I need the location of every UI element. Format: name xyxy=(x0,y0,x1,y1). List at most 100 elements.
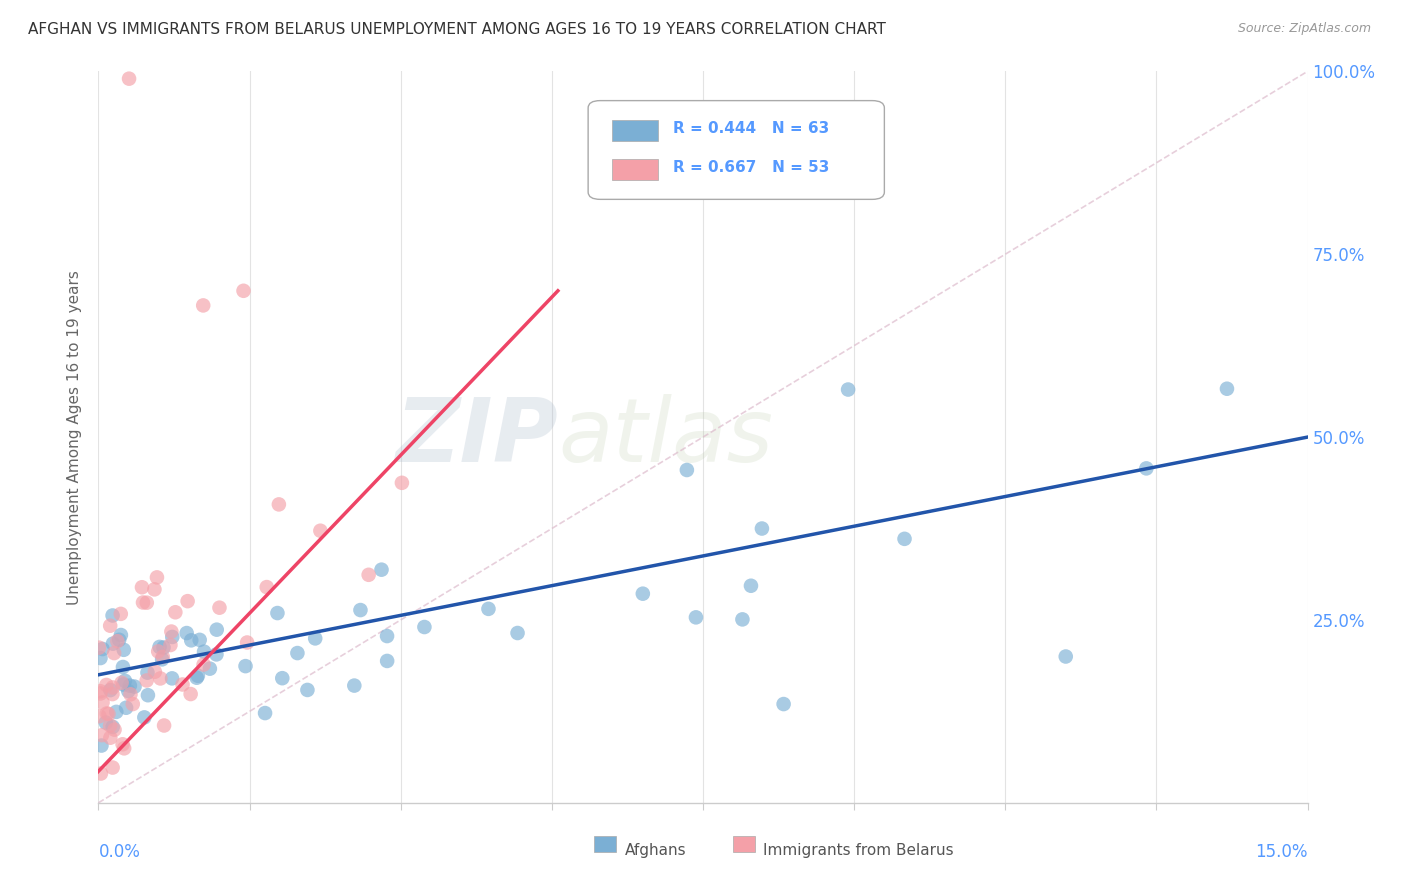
Point xyxy=(89,651,111,665)
Point xyxy=(110,607,132,621)
Point xyxy=(131,580,153,594)
Point xyxy=(236,635,259,649)
Point xyxy=(685,610,707,624)
Point xyxy=(110,675,132,690)
Point xyxy=(370,563,392,577)
Point xyxy=(132,595,155,609)
Point xyxy=(188,632,211,647)
Point xyxy=(96,678,118,692)
Point xyxy=(165,605,187,619)
Point xyxy=(120,687,142,701)
Text: R = 0.667   N = 53: R = 0.667 N = 53 xyxy=(672,161,830,176)
Point xyxy=(731,612,754,626)
Point xyxy=(136,665,159,680)
Point xyxy=(309,524,332,538)
Text: atlas: atlas xyxy=(558,394,773,480)
Point xyxy=(97,706,120,721)
Point xyxy=(103,646,125,660)
Text: R = 0.444   N = 63: R = 0.444 N = 63 xyxy=(672,121,830,136)
Point xyxy=(266,606,288,620)
Point xyxy=(148,640,170,654)
Point xyxy=(152,640,174,655)
Point xyxy=(1216,382,1239,396)
Text: Source: ZipAtlas.com: Source: ZipAtlas.com xyxy=(1237,22,1371,36)
Point xyxy=(101,687,124,701)
Point xyxy=(111,737,134,751)
Point xyxy=(159,638,181,652)
Text: 0.0%: 0.0% xyxy=(98,843,141,861)
Point xyxy=(121,697,143,711)
Point xyxy=(115,700,138,714)
Point xyxy=(135,673,157,688)
Point xyxy=(143,665,166,679)
Point xyxy=(477,602,499,616)
Point xyxy=(90,739,112,753)
Point xyxy=(349,603,371,617)
Point xyxy=(118,679,141,693)
Point xyxy=(153,718,176,732)
Point xyxy=(676,463,699,477)
Point xyxy=(136,688,159,702)
Point xyxy=(205,623,228,637)
Point xyxy=(150,652,173,666)
Point xyxy=(124,680,146,694)
Point xyxy=(103,723,125,737)
Point xyxy=(105,634,128,648)
Point xyxy=(297,682,319,697)
Point xyxy=(114,673,136,688)
Point xyxy=(343,679,366,693)
Point xyxy=(112,677,135,691)
Point xyxy=(160,624,183,639)
Point xyxy=(180,687,202,701)
Point xyxy=(90,766,112,780)
Point xyxy=(101,608,124,623)
Point xyxy=(101,637,124,651)
Point xyxy=(198,662,221,676)
Point xyxy=(631,587,654,601)
Point xyxy=(232,284,254,298)
Point xyxy=(751,522,773,536)
Point xyxy=(413,620,436,634)
Point xyxy=(90,728,112,742)
Point xyxy=(837,383,859,397)
Point xyxy=(187,669,209,683)
FancyBboxPatch shape xyxy=(595,836,616,852)
Point xyxy=(375,654,398,668)
Point xyxy=(740,579,762,593)
Point xyxy=(89,709,111,723)
Point xyxy=(176,626,198,640)
Point xyxy=(186,671,208,685)
Point xyxy=(148,644,170,658)
Point xyxy=(101,760,124,774)
Point xyxy=(205,648,228,662)
Point xyxy=(87,640,110,655)
Point xyxy=(193,298,215,312)
Point xyxy=(375,629,398,643)
Point xyxy=(108,632,131,647)
FancyBboxPatch shape xyxy=(613,120,658,141)
Point xyxy=(89,684,111,698)
Text: Afghans: Afghans xyxy=(624,843,686,858)
Point xyxy=(287,646,309,660)
FancyBboxPatch shape xyxy=(588,101,884,200)
Point xyxy=(772,697,794,711)
Point xyxy=(91,695,114,709)
Point xyxy=(98,718,121,732)
Point xyxy=(98,731,121,745)
FancyBboxPatch shape xyxy=(613,159,658,179)
Point xyxy=(96,706,118,721)
Point xyxy=(101,681,124,695)
Text: AFGHAN VS IMMIGRANTS FROM BELARUS UNEMPLOYMENT AMONG AGES 16 TO 19 YEARS CORRELA: AFGHAN VS IMMIGRANTS FROM BELARUS UNEMPL… xyxy=(28,22,886,37)
Point xyxy=(267,497,290,511)
Point xyxy=(149,672,172,686)
Point xyxy=(160,671,183,685)
Point xyxy=(506,626,529,640)
Point xyxy=(172,677,194,691)
Point xyxy=(94,715,117,730)
Point xyxy=(152,649,174,664)
Point xyxy=(1135,461,1157,475)
Y-axis label: Unemployment Among Ages 16 to 19 years: Unemployment Among Ages 16 to 19 years xyxy=(66,269,82,605)
Point xyxy=(110,628,132,642)
Point xyxy=(118,71,141,86)
Text: Immigrants from Belarus: Immigrants from Belarus xyxy=(763,843,955,858)
